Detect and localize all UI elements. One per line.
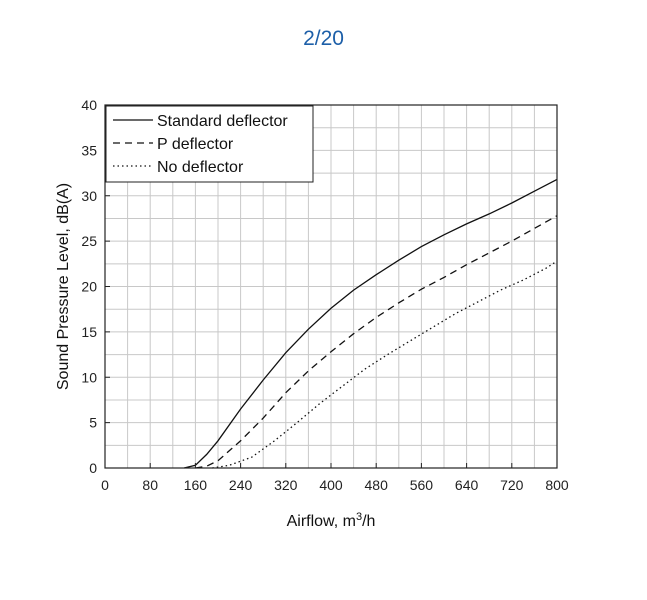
y-tick-label: 35 [81, 142, 97, 158]
y-axis-title: Sound Pressure Level, dB(A) [55, 183, 72, 390]
legend-label: No deflector [157, 159, 244, 176]
y-tick-label: 15 [81, 324, 97, 340]
x-tick-label: 0 [101, 477, 109, 493]
y-tick-label: 5 [89, 415, 97, 431]
y-tick-label: 0 [89, 460, 97, 476]
page-counter: 2/20 [303, 27, 344, 50]
x-tick-label: 80 [142, 477, 158, 493]
series-line-dashed [195, 215, 558, 469]
legend-box [105, 105, 314, 183]
legend: Standard deflector P deflector No deflecto… [105, 105, 314, 183]
y-tick-label: 10 [81, 369, 97, 385]
y-tick-label: 40 [81, 97, 97, 113]
y-tick-label: 20 [81, 279, 97, 295]
x-tick-label: 320 [274, 477, 298, 493]
legend-label: Standard deflector [157, 113, 288, 130]
series-line-solid [183, 178, 558, 469]
x-tick-label: 640 [455, 477, 479, 493]
x-tick-label: 800 [545, 477, 569, 493]
x-tick-label: 160 [184, 477, 208, 493]
axis-ticks: 0 80 160 240 320 400 480 560 640 720 800 0 5 10 15 20 25… [81, 97, 568, 493]
grid-lines [105, 105, 557, 468]
x-tick-label: 240 [229, 477, 253, 493]
x-tick-label: 560 [410, 477, 434, 493]
x-tick-label: 720 [500, 477, 524, 493]
y-tick-label: 25 [81, 233, 97, 249]
x-tick-label: 400 [319, 477, 343, 493]
x-axis-title: Airflow, m3/h [287, 511, 376, 530]
series-lines [183, 178, 558, 469]
y-tick-label: 30 [81, 188, 97, 204]
series-line-dotted [212, 260, 558, 469]
legend-label: P deflector [157, 136, 234, 153]
x-tick-label: 480 [365, 477, 389, 493]
